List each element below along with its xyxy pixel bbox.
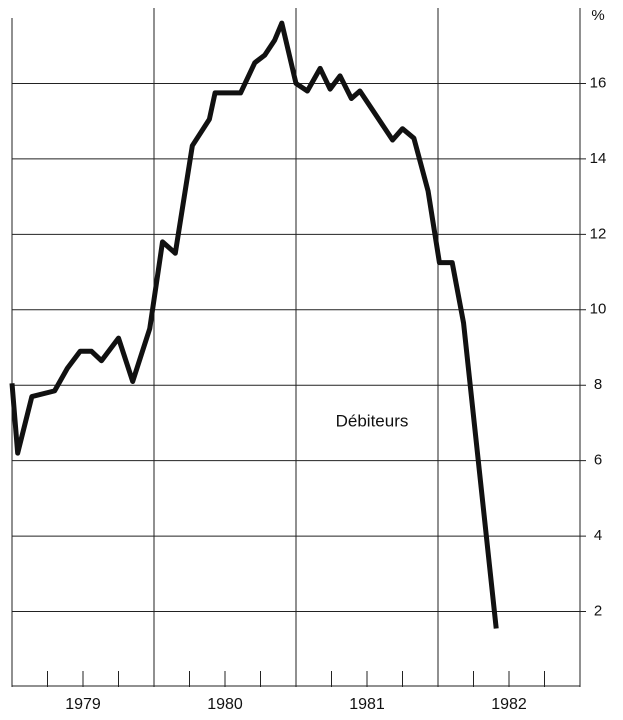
y-tick-label: 6 <box>594 452 602 469</box>
x-tick-label: 1980 <box>207 696 243 713</box>
y-tick-label: 14 <box>590 150 607 167</box>
y-unit-label: % <box>591 7 604 24</box>
y-tick-label: 10 <box>590 301 607 318</box>
y-tick-label: 8 <box>594 376 602 393</box>
y-tick-label: 16 <box>590 74 607 91</box>
x-tick-label: 1982 <box>491 696 527 713</box>
x-tick-label: 1979 <box>65 696 101 713</box>
y-tick-label: 2 <box>594 603 602 620</box>
y-tick-label: 4 <box>594 527 602 544</box>
data-line <box>9 20 499 629</box>
x-tick-label: 1981 <box>349 696 385 713</box>
y-tick-label: 12 <box>590 225 607 242</box>
annotation: Débiteurs <box>336 411 409 430</box>
